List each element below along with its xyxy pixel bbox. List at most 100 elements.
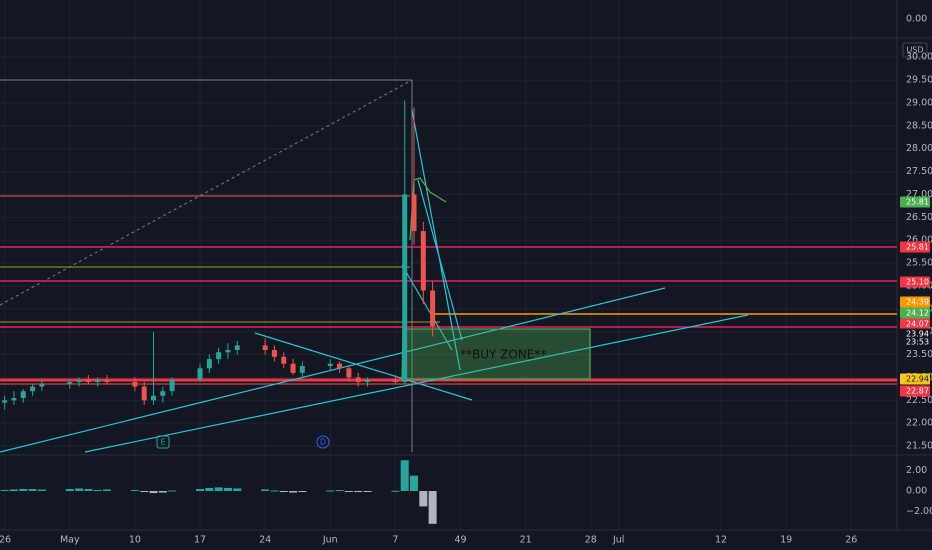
trendline (84, 314, 749, 453)
candle-body (67, 382, 73, 385)
candle-body (151, 395, 157, 401)
candle-body (169, 379, 175, 392)
y-tick-label: 26.50 (906, 212, 932, 223)
osc-bar (19, 488, 28, 492)
osc-bar (233, 488, 242, 492)
osc-bar (428, 491, 437, 524)
osc-bar (28, 488, 37, 492)
x-tick-label: 24 (259, 535, 271, 546)
price-label-bg (900, 241, 930, 253)
candle-body (76, 379, 82, 383)
price-label: 22.94 (906, 375, 929, 384)
price-label-bg (900, 373, 930, 385)
candle-body (141, 386, 147, 401)
osc-bar (140, 491, 149, 493)
candle-body (299, 365, 305, 373)
currency-box (902, 42, 928, 58)
price-label: 24.39 (906, 298, 929, 307)
osc-bar (84, 488, 93, 492)
price-label-bg (900, 307, 930, 319)
osc-bar (65, 488, 74, 492)
x-tick-label: 26 (0, 535, 11, 546)
y-tick-label: 29.00 (906, 97, 932, 108)
price-label-bg (900, 318, 930, 330)
trendline (0, 287, 666, 453)
y-tick-label: 23.50 (906, 349, 932, 360)
osc-bar (0, 489, 9, 492)
osc-bar (270, 490, 279, 492)
x-tick-label: 7 (392, 535, 398, 546)
candle-body (271, 349, 277, 357)
x-tick-label: 17 (194, 535, 206, 546)
osc-bar (149, 491, 158, 494)
x-tick-label: 28 (585, 535, 597, 546)
osc-bar (289, 491, 298, 493)
osc-bar (298, 491, 307, 493)
osc-bar (335, 489, 344, 492)
price-label-bg (900, 385, 930, 397)
osc-bar (158, 491, 167, 493)
event-marker (156, 435, 170, 449)
candle-body (85, 379, 91, 383)
osc-bar (93, 489, 102, 492)
event-label: D (320, 438, 326, 447)
osc-bar (9, 489, 18, 492)
x-tick-label: 26 (845, 535, 857, 546)
currency: USD (906, 46, 923, 55)
trendline (254, 332, 473, 401)
y-tick-label: 21.50 (906, 441, 932, 452)
y-tick-label: 29.50 (906, 75, 932, 86)
price-label: 22.87 (906, 387, 929, 396)
x-tick-label: May (60, 535, 80, 546)
y-tick-label: 22.00 (906, 418, 932, 429)
price-label: 24.07 (906, 320, 929, 329)
osc-bar (410, 475, 419, 492)
candle-body (234, 345, 240, 350)
osc-bar (326, 490, 335, 492)
candle-body (392, 379, 398, 383)
candle-body (160, 391, 166, 396)
x-tick-label: 49 (454, 535, 466, 546)
y-tick-label: 25.50 (906, 258, 932, 269)
candle-body (2, 400, 8, 403)
candle-body (346, 368, 352, 378)
price-label-bg (900, 276, 930, 288)
osc-tick-label: −2.00 (906, 506, 932, 517)
candle-body (364, 379, 370, 383)
trendline (417, 179, 463, 341)
osc-bar (391, 490, 400, 492)
price-label: 23.94 (906, 330, 929, 339)
osc-tick-label: 0.00 (906, 486, 927, 497)
y-tick-label: 26.00 (906, 235, 932, 246)
candle-body (402, 194, 408, 383)
candle-body (30, 386, 36, 392)
osc-bar (37, 489, 46, 492)
osc-tick-label: 2.00 (906, 465, 927, 476)
candle-body (290, 363, 296, 373)
measure-diagonal (0, 79, 413, 306)
osc-bar (279, 491, 288, 493)
x-tick-label: Jun (322, 535, 338, 546)
osc-bar (344, 491, 353, 493)
osc-bar (196, 488, 205, 492)
candle-body (430, 290, 436, 327)
price-label: 25.81 (906, 243, 929, 252)
y-tick-label: 27.00 (906, 189, 932, 200)
osc-bar (223, 487, 232, 492)
candle-body (95, 379, 101, 383)
y-tick-label: 27.50 (906, 166, 932, 177)
price-label: 23:53 (906, 338, 929, 347)
candle-body (197, 368, 203, 380)
candle-body (20, 391, 26, 399)
event-marker (316, 435, 330, 449)
candle-body (206, 359, 212, 369)
trendline (411, 109, 461, 371)
candle-body (262, 345, 268, 350)
candle-body (39, 384, 45, 387)
x-tick-label: 10 (129, 535, 141, 546)
y-tick-label: 28.00 (906, 143, 932, 154)
osc-bar (102, 489, 111, 492)
candle-body (104, 379, 110, 383)
candle-body (327, 363, 333, 366)
price-label: 25.10 (906, 278, 929, 287)
